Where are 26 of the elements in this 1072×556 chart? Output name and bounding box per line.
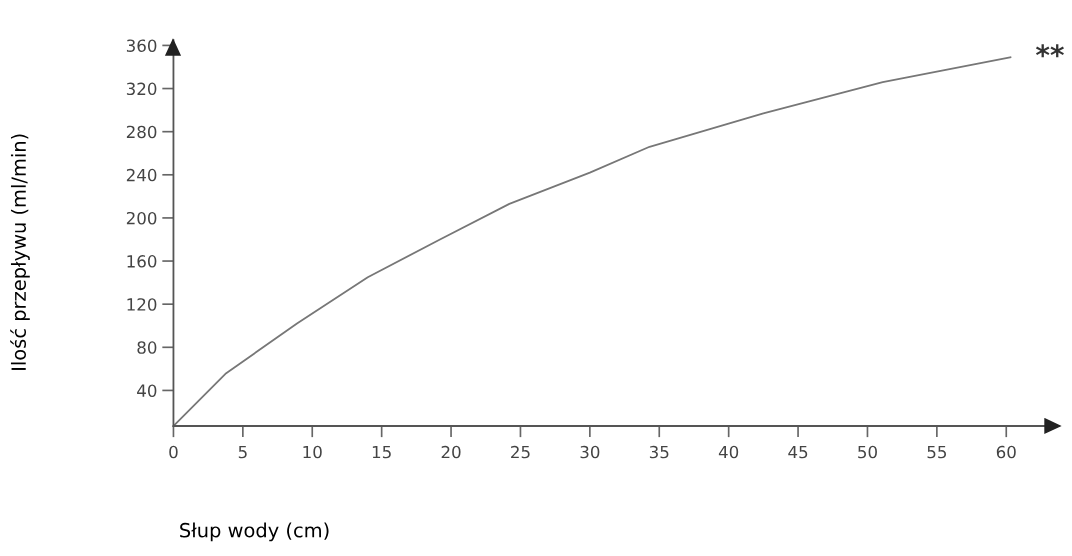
x-tick-label: 45 [788, 445, 808, 459]
annotation: ** [1035, 44, 1064, 58]
x-tick-label: 50 [858, 445, 877, 459]
line-series [173, 56, 1012, 427]
y-tick-label: 360 [126, 39, 157, 52]
y-tick-label: 160 [127, 255, 157, 268]
y-tick-label: 80 [137, 341, 157, 354]
x-tick-label: 40 [718, 445, 739, 459]
x-tick-label: 20 [441, 445, 461, 459]
x-tick-label: 30 [580, 445, 600, 459]
x-tick-label: 25 [511, 445, 530, 459]
y-tick-label: 320 [126, 82, 157, 96]
x-axis-title: Słup wody (cm) [180, 522, 329, 542]
x-tick-label: 0 [169, 445, 178, 459]
y-tick-label: 240 [126, 168, 157, 182]
y-tick-label: 200 [126, 211, 157, 225]
x-tick-label: 55 [927, 445, 947, 459]
y-tick-label: 280 [126, 125, 157, 139]
y-axis-title: Ilość przepływu (ml/min) [10, 134, 30, 370]
x-tick-label: 35 [649, 445, 669, 459]
x-tick-label: 10 [303, 445, 322, 459]
x-tick-label: 15 [372, 445, 391, 459]
x-tick-label: 60 [996, 445, 1016, 459]
y-tick-label: 40 [137, 384, 157, 397]
x-tick-label: 5 [238, 445, 247, 459]
y-tick-label: 120 [127, 298, 157, 311]
